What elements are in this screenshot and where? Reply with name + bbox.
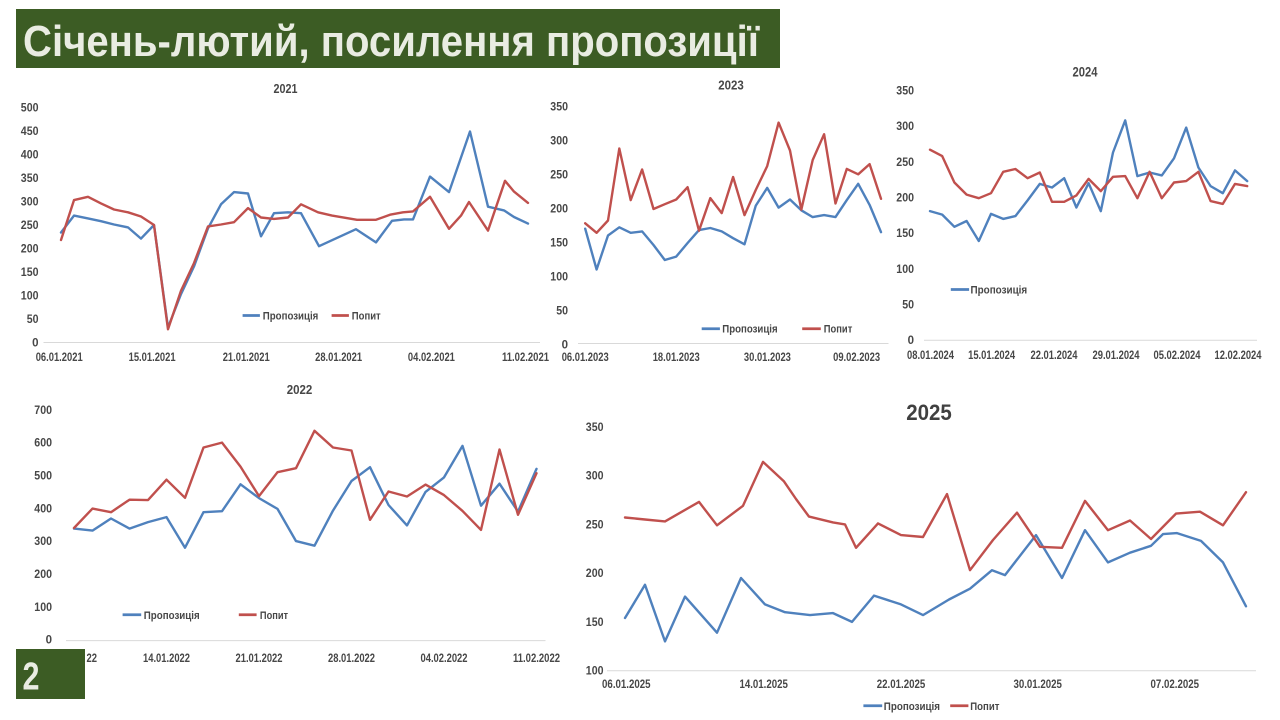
svg-text:250: 250 bbox=[21, 220, 39, 232]
svg-text:300: 300 bbox=[34, 536, 52, 548]
svg-text:2024: 2024 bbox=[1073, 64, 1098, 79]
svg-text:300: 300 bbox=[896, 121, 914, 133]
svg-text:06.01.2021: 06.01.2021 bbox=[36, 352, 83, 364]
svg-text:200: 200 bbox=[550, 203, 568, 215]
svg-text:100: 100 bbox=[896, 264, 914, 276]
svg-text:350: 350 bbox=[550, 101, 568, 113]
svg-text:22.01.2024: 22.01.2024 bbox=[1031, 350, 1078, 362]
svg-text:50: 50 bbox=[27, 314, 39, 326]
svg-text:500: 500 bbox=[21, 103, 39, 115]
svg-text:300: 300 bbox=[586, 471, 604, 483]
svg-text:300: 300 bbox=[21, 197, 39, 209]
svg-text:2021: 2021 bbox=[274, 81, 298, 96]
svg-text:2022: 2022 bbox=[287, 382, 313, 397]
svg-text:250: 250 bbox=[586, 519, 604, 531]
svg-text:250: 250 bbox=[550, 169, 568, 181]
svg-text:150: 150 bbox=[550, 237, 568, 249]
svg-text:14.01.2025: 14.01.2025 bbox=[739, 679, 788, 691]
svg-text:21.01.2022: 21.01.2022 bbox=[236, 653, 283, 665]
svg-text:150: 150 bbox=[586, 617, 604, 629]
svg-text:200: 200 bbox=[586, 568, 604, 580]
svg-text:09.02.2023: 09.02.2023 bbox=[833, 352, 880, 364]
svg-text:350: 350 bbox=[586, 422, 604, 434]
svg-text:14.01.2022: 14.01.2022 bbox=[143, 653, 190, 665]
svg-text:30.01.2025: 30.01.2025 bbox=[1013, 679, 1062, 691]
svg-text:06.01.2023: 06.01.2023 bbox=[562, 352, 609, 364]
svg-text:2023: 2023 bbox=[718, 78, 744, 93]
svg-text:30.01.2023: 30.01.2023 bbox=[744, 352, 791, 364]
svg-text:11.02.2022: 11.02.2022 bbox=[513, 653, 560, 665]
svg-text:Січень-лютий, посилення пропоз: Січень-лютий, посилення пропозиції bbox=[23, 17, 760, 66]
svg-text:04.02.2021: 04.02.2021 bbox=[408, 352, 455, 364]
svg-text:100: 100 bbox=[586, 666, 604, 678]
svg-text:Пропозиція: Пропозиція bbox=[263, 311, 319, 323]
svg-text:0: 0 bbox=[908, 335, 914, 347]
svg-text:12.02.2024: 12.02.2024 bbox=[1215, 350, 1262, 362]
svg-text:100: 100 bbox=[21, 291, 39, 303]
svg-text:400: 400 bbox=[34, 503, 52, 515]
svg-text:100: 100 bbox=[34, 602, 52, 614]
svg-text:18.01.2023: 18.01.2023 bbox=[653, 352, 700, 364]
svg-text:21.01.2021: 21.01.2021 bbox=[223, 352, 270, 364]
svg-text:11.02.2021: 11.02.2021 bbox=[502, 352, 549, 364]
svg-text:Пропозиція: Пропозиція bbox=[722, 324, 777, 336]
svg-text:2025: 2025 bbox=[906, 400, 952, 425]
svg-text:0: 0 bbox=[32, 338, 38, 350]
svg-text:15.01.2021: 15.01.2021 bbox=[129, 352, 176, 364]
svg-text:600: 600 bbox=[34, 438, 52, 450]
svg-text:15.01.2024: 15.01.2024 bbox=[968, 350, 1015, 362]
svg-text:100: 100 bbox=[550, 271, 568, 283]
svg-text:700: 700 bbox=[34, 405, 52, 417]
svg-text:28.01.2022: 28.01.2022 bbox=[328, 653, 375, 665]
svg-text:Пропозиція: Пропозиція bbox=[884, 701, 940, 713]
svg-text:Попит: Попит bbox=[970, 701, 1000, 713]
svg-text:450: 450 bbox=[21, 126, 39, 138]
svg-text:04.02.2022: 04.02.2022 bbox=[421, 653, 468, 665]
svg-text:Пропозиція: Пропозиція bbox=[971, 285, 1028, 297]
svg-text:50: 50 bbox=[556, 305, 568, 317]
svg-text:2: 2 bbox=[23, 656, 40, 699]
svg-text:400: 400 bbox=[21, 150, 39, 162]
svg-text:Попит: Попит bbox=[824, 324, 853, 336]
svg-text:05.02.2024: 05.02.2024 bbox=[1154, 350, 1201, 362]
svg-text:29.01.2024: 29.01.2024 bbox=[1093, 350, 1140, 362]
svg-text:350: 350 bbox=[21, 173, 39, 185]
svg-text:0: 0 bbox=[46, 635, 52, 647]
svg-text:150: 150 bbox=[21, 267, 39, 279]
svg-text:200: 200 bbox=[34, 569, 52, 581]
svg-text:Пропозиція: Пропозиція bbox=[144, 610, 200, 622]
svg-text:06.01.2025: 06.01.2025 bbox=[602, 679, 651, 691]
svg-text:200: 200 bbox=[896, 193, 914, 205]
svg-text:500: 500 bbox=[34, 471, 52, 483]
svg-text:200: 200 bbox=[21, 244, 39, 256]
svg-text:Попит: Попит bbox=[260, 610, 289, 622]
svg-text:150: 150 bbox=[896, 228, 914, 240]
svg-text:350: 350 bbox=[896, 86, 914, 98]
svg-text:300: 300 bbox=[550, 135, 568, 147]
svg-text:22.01.2025: 22.01.2025 bbox=[877, 679, 926, 691]
svg-text:07.02.2025: 07.02.2025 bbox=[1151, 679, 1200, 691]
svg-text:08.01.2024: 08.01.2024 bbox=[907, 350, 954, 362]
svg-text:0: 0 bbox=[562, 339, 568, 351]
svg-text:50: 50 bbox=[902, 300, 914, 312]
svg-text:250: 250 bbox=[896, 157, 914, 169]
svg-text:22: 22 bbox=[87, 653, 98, 665]
svg-text:28.01.2021: 28.01.2021 bbox=[315, 352, 362, 364]
svg-text:Попит: Попит bbox=[352, 311, 381, 323]
